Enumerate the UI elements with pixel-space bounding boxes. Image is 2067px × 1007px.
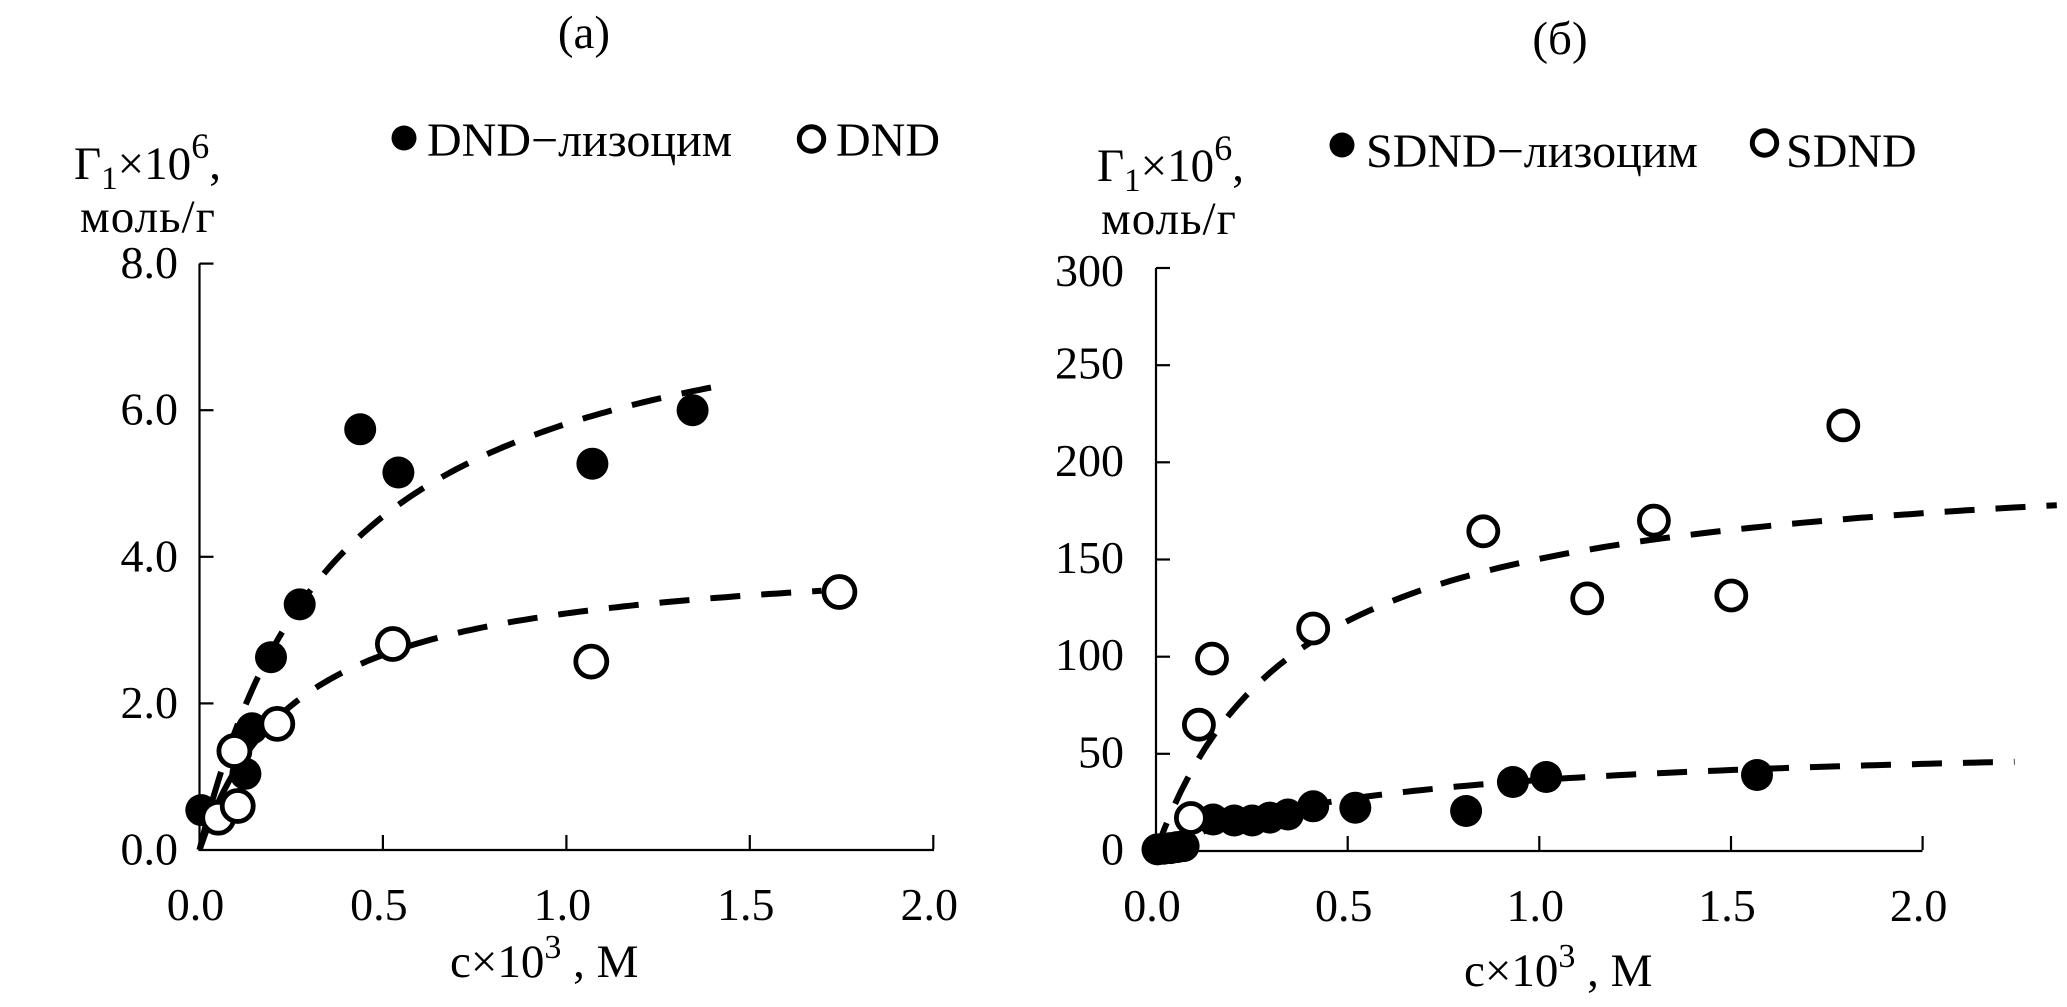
svg-text:Γ1×106,: Γ1×106,	[74, 126, 221, 197]
svg-text:0.5: 0.5	[350, 879, 408, 930]
svg-text:8.0: 8.0	[121, 237, 179, 288]
svg-text:250: 250	[1055, 338, 1124, 389]
svg-text:150: 150	[1055, 532, 1124, 583]
svg-text:0.0: 0.0	[121, 824, 179, 875]
svg-text:моль/г: моль/г	[1101, 193, 1237, 245]
svg-text:2.0: 2.0	[1890, 880, 1948, 931]
svg-text:0.5: 0.5	[1315, 880, 1373, 931]
svg-text:SDND−лизоцим: SDND−лизоцим	[1366, 125, 1698, 178]
svg-text:1.0: 1.0	[1507, 880, 1565, 931]
svg-text:Γ1×106,: Γ1×106,	[1097, 128, 1244, 199]
svg-text:1.5: 1.5	[717, 879, 775, 930]
svg-text:SDND: SDND	[1786, 125, 1917, 178]
svg-text:0.0: 0.0	[167, 879, 225, 930]
svg-text:0.0: 0.0	[1123, 880, 1181, 931]
svg-text:(б): (б)	[1532, 13, 1587, 65]
svg-text:DND: DND	[836, 114, 940, 167]
svg-text:1.0: 1.0	[534, 879, 592, 930]
svg-text:2.0: 2.0	[121, 677, 179, 728]
svg-text:моль/г: моль/г	[80, 191, 216, 243]
svg-text:6.0: 6.0	[121, 384, 179, 435]
svg-text:4.0: 4.0	[121, 530, 179, 581]
svg-text:0: 0	[1101, 824, 1124, 875]
svg-text:DND−лизоцим: DND−лизоцим	[427, 114, 732, 167]
svg-text:200: 200	[1055, 435, 1124, 486]
svg-text:2.0: 2.0	[901, 879, 959, 930]
svg-text:300: 300	[1055, 245, 1124, 296]
svg-text:1.5: 1.5	[1698, 880, 1756, 931]
svg-text:c×103 , М: c×103 , М	[1464, 938, 1652, 997]
svg-text:c×103 , М: c×103 , М	[450, 929, 638, 988]
svg-text:50: 50	[1078, 726, 1124, 777]
svg-text:(а): (а)	[558, 7, 610, 59]
svg-text:100: 100	[1055, 629, 1124, 680]
